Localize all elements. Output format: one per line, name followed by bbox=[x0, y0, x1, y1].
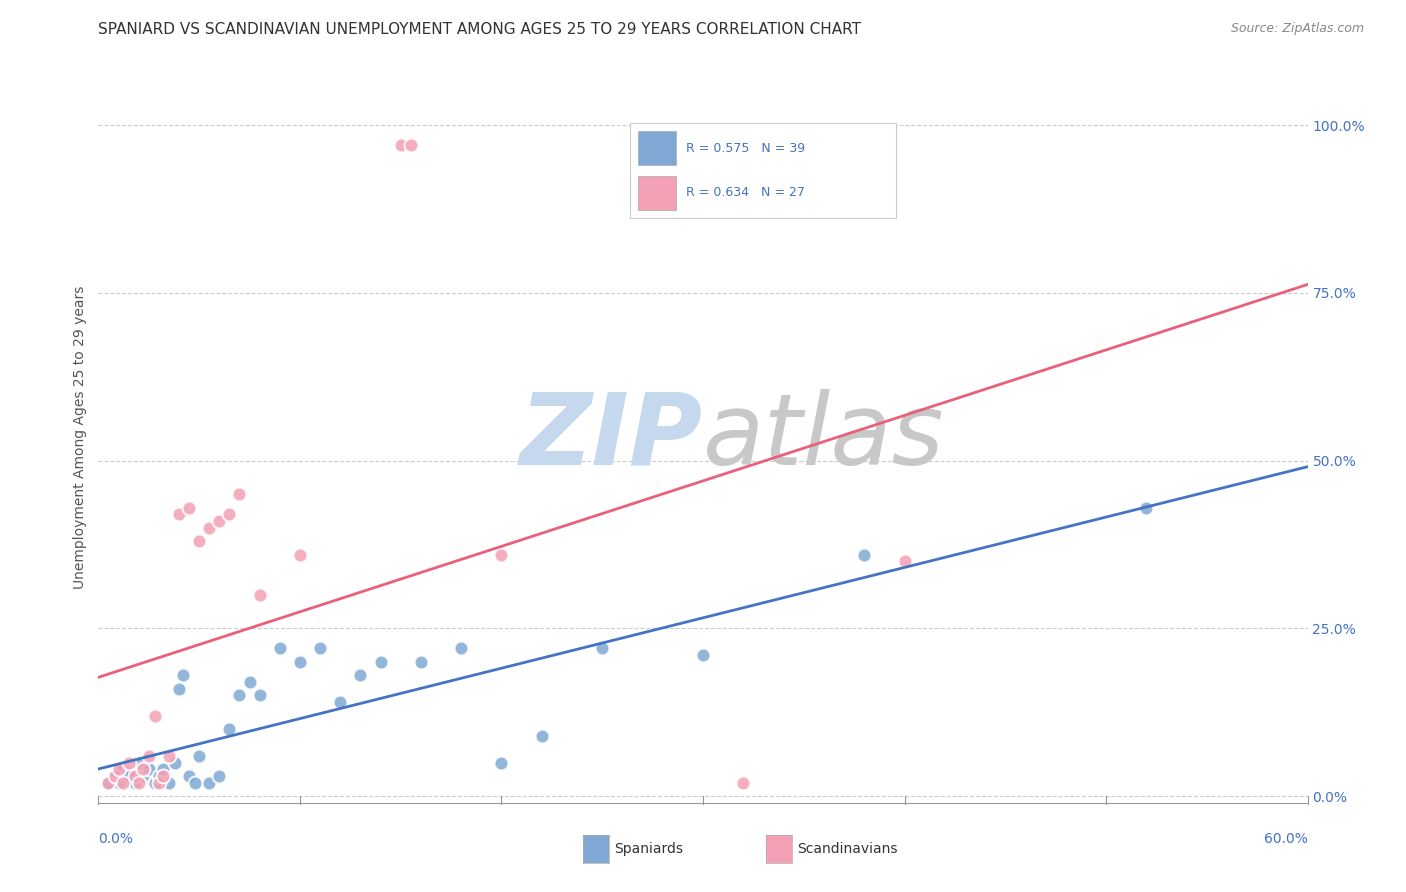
Point bbox=[399, 138, 422, 153]
Point bbox=[389, 138, 412, 153]
Point bbox=[118, 756, 141, 770]
Text: Scandinavians: Scandinavians bbox=[797, 842, 897, 856]
Point bbox=[188, 534, 211, 549]
Point bbox=[103, 769, 125, 783]
Point bbox=[309, 641, 332, 656]
Point bbox=[249, 588, 271, 602]
Point bbox=[288, 548, 311, 562]
Point bbox=[103, 769, 125, 783]
Text: 60.0%: 60.0% bbox=[1264, 832, 1308, 846]
Point bbox=[188, 748, 211, 763]
Point bbox=[184, 775, 207, 789]
Text: SPANIARD VS SCANDINAVIAN UNEMPLOYMENT AMONG AGES 25 TO 29 YEARS CORRELATION CHAR: SPANIARD VS SCANDINAVIAN UNEMPLOYMENT AM… bbox=[98, 22, 862, 37]
Point bbox=[591, 641, 613, 656]
Point bbox=[143, 775, 166, 789]
Bar bbox=[638, 131, 676, 165]
Point bbox=[228, 487, 250, 501]
Point bbox=[138, 762, 160, 776]
Point bbox=[329, 695, 352, 709]
Point bbox=[128, 756, 150, 770]
Point bbox=[198, 521, 221, 535]
Point bbox=[143, 708, 166, 723]
Point bbox=[179, 500, 201, 515]
Point bbox=[172, 668, 194, 682]
Text: R = 0.634   N = 27: R = 0.634 N = 27 bbox=[686, 186, 806, 200]
Point bbox=[288, 655, 311, 669]
Point bbox=[1135, 500, 1157, 515]
Point bbox=[132, 762, 155, 776]
Point bbox=[228, 689, 250, 703]
Text: 0.0%: 0.0% bbox=[98, 832, 134, 846]
Text: Spaniards: Spaniards bbox=[614, 842, 683, 856]
Text: atlas: atlas bbox=[703, 389, 945, 485]
Point bbox=[179, 769, 201, 783]
Point bbox=[450, 641, 472, 656]
Point bbox=[157, 775, 180, 789]
Point bbox=[167, 681, 190, 696]
Point bbox=[157, 748, 180, 763]
Point bbox=[118, 769, 141, 783]
Point bbox=[692, 648, 714, 662]
Bar bbox=[638, 176, 676, 210]
Point bbox=[97, 775, 120, 789]
Point bbox=[208, 769, 231, 783]
Text: R = 0.575   N = 39: R = 0.575 N = 39 bbox=[686, 142, 806, 154]
Point bbox=[167, 508, 190, 522]
Point bbox=[97, 775, 120, 789]
Point bbox=[152, 769, 174, 783]
Point bbox=[148, 775, 170, 789]
Point bbox=[249, 689, 271, 703]
Point bbox=[530, 729, 553, 743]
Point bbox=[491, 548, 513, 562]
Point bbox=[107, 775, 129, 789]
Point bbox=[370, 655, 392, 669]
Point bbox=[198, 775, 221, 789]
Point bbox=[349, 668, 371, 682]
Point bbox=[853, 548, 876, 562]
Point bbox=[218, 722, 240, 736]
Point bbox=[733, 775, 755, 789]
Point bbox=[239, 675, 262, 690]
Point bbox=[893, 554, 915, 568]
Point bbox=[148, 769, 170, 783]
Point bbox=[124, 769, 146, 783]
Point bbox=[218, 508, 240, 522]
Point bbox=[208, 514, 231, 528]
Point bbox=[128, 775, 150, 789]
Text: ZIP: ZIP bbox=[520, 389, 703, 485]
Point bbox=[409, 655, 432, 669]
Point bbox=[152, 762, 174, 776]
Point bbox=[163, 756, 186, 770]
Point bbox=[124, 775, 146, 789]
Point bbox=[138, 748, 160, 763]
Text: Source: ZipAtlas.com: Source: ZipAtlas.com bbox=[1230, 22, 1364, 36]
Point bbox=[107, 762, 129, 776]
Point bbox=[111, 762, 134, 776]
Point bbox=[269, 641, 291, 656]
Point bbox=[111, 775, 134, 789]
Point bbox=[132, 769, 155, 783]
Y-axis label: Unemployment Among Ages 25 to 29 years: Unemployment Among Ages 25 to 29 years bbox=[73, 285, 87, 589]
Point bbox=[491, 756, 513, 770]
